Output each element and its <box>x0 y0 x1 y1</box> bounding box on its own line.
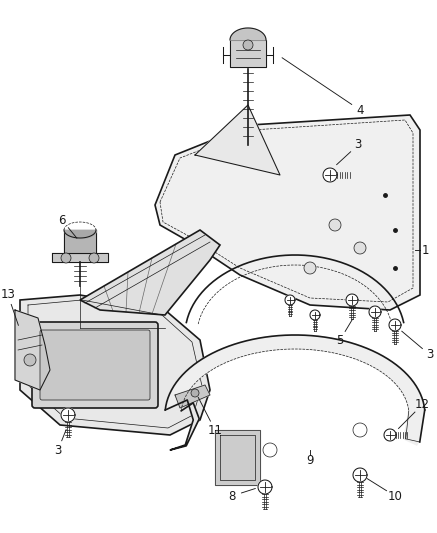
Text: 3: 3 <box>354 139 362 151</box>
Circle shape <box>263 443 277 457</box>
Polygon shape <box>61 408 75 422</box>
Circle shape <box>89 253 99 263</box>
Polygon shape <box>64 230 96 253</box>
Circle shape <box>353 423 367 437</box>
Circle shape <box>191 389 199 397</box>
Polygon shape <box>195 105 280 175</box>
Polygon shape <box>285 295 295 305</box>
Polygon shape <box>20 295 210 435</box>
Circle shape <box>243 40 253 50</box>
Polygon shape <box>80 230 220 315</box>
Polygon shape <box>230 40 266 67</box>
Text: 10: 10 <box>388 489 402 503</box>
Polygon shape <box>389 319 401 331</box>
Polygon shape <box>384 429 396 441</box>
Polygon shape <box>15 310 50 390</box>
Circle shape <box>61 253 71 263</box>
Text: 11: 11 <box>208 424 222 437</box>
Text: 6: 6 <box>58 214 66 227</box>
Polygon shape <box>258 480 272 494</box>
Text: 13: 13 <box>0 288 15 302</box>
Polygon shape <box>155 115 420 310</box>
Circle shape <box>354 242 366 254</box>
Polygon shape <box>323 168 337 182</box>
Polygon shape <box>353 468 367 482</box>
Text: 9: 9 <box>306 454 314 466</box>
Circle shape <box>329 219 341 231</box>
Polygon shape <box>165 400 199 450</box>
Text: 12: 12 <box>415 399 430 411</box>
Polygon shape <box>310 310 320 320</box>
Polygon shape <box>346 294 358 306</box>
Text: 3: 3 <box>54 443 62 456</box>
Text: 5: 5 <box>336 334 343 346</box>
Text: 8: 8 <box>228 489 236 503</box>
Polygon shape <box>369 306 381 318</box>
Polygon shape <box>230 28 266 40</box>
FancyBboxPatch shape <box>40 330 150 400</box>
Polygon shape <box>52 253 108 262</box>
Text: 4: 4 <box>356 103 364 117</box>
Polygon shape <box>215 430 260 485</box>
Text: 3: 3 <box>427 349 434 361</box>
Text: 1: 1 <box>421 244 429 256</box>
Polygon shape <box>165 335 425 445</box>
Circle shape <box>304 262 316 274</box>
Polygon shape <box>175 385 210 408</box>
Circle shape <box>24 354 36 366</box>
FancyBboxPatch shape <box>32 322 158 408</box>
